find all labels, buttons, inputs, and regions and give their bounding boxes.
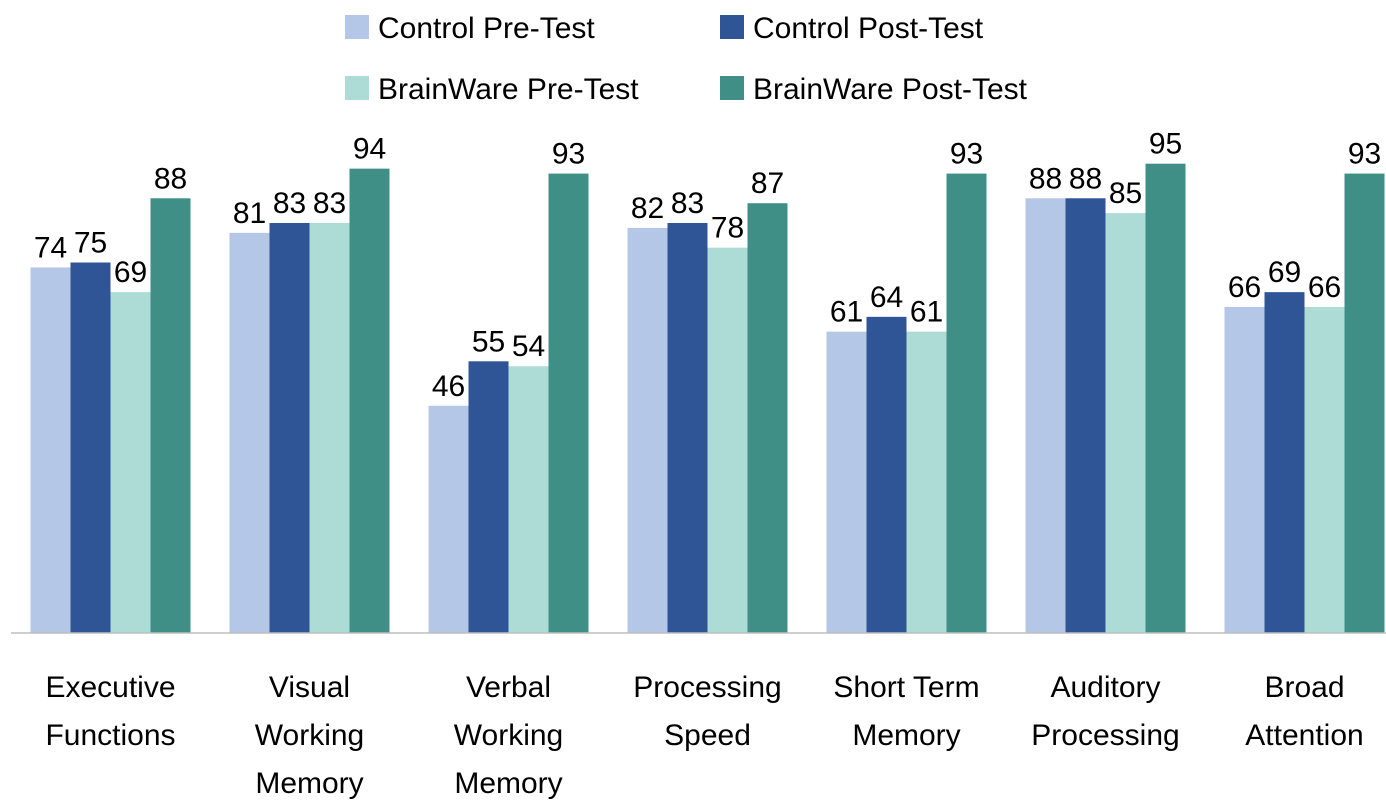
bar xyxy=(350,169,390,633)
bar xyxy=(1106,213,1146,633)
value-label: 82 xyxy=(631,192,664,225)
bar xyxy=(1305,307,1345,633)
bar xyxy=(230,233,270,633)
x-tick-label: Verbal Working Memory xyxy=(416,664,602,808)
value-label: 54 xyxy=(512,330,545,363)
bar xyxy=(1265,292,1305,633)
bar xyxy=(867,317,907,633)
value-label: 93 xyxy=(552,138,585,171)
bar xyxy=(708,248,748,633)
bar xyxy=(509,366,549,633)
bar xyxy=(310,223,350,633)
value-label: 69 xyxy=(1268,256,1301,289)
bar xyxy=(748,203,788,633)
legend-swatch xyxy=(720,76,744,100)
value-label: 66 xyxy=(1308,271,1341,304)
value-label: 46 xyxy=(432,370,465,403)
bar xyxy=(1146,164,1186,633)
bar xyxy=(1026,198,1066,633)
x-tick-label: Short Term Memory xyxy=(814,664,1000,760)
value-label: 83 xyxy=(671,187,704,220)
value-label: 93 xyxy=(950,138,983,171)
value-label: 83 xyxy=(273,187,306,220)
value-label: 87 xyxy=(751,167,784,200)
value-label: 55 xyxy=(472,325,505,358)
bar xyxy=(1345,174,1385,633)
bar xyxy=(71,263,111,634)
value-label: 83 xyxy=(313,187,346,220)
bar xyxy=(151,198,191,633)
legend-swatch xyxy=(345,76,369,100)
value-label: 95 xyxy=(1149,128,1182,161)
legend-swatch xyxy=(720,15,744,39)
value-label: 66 xyxy=(1228,271,1261,304)
x-tick-label: Broad Attention xyxy=(1212,664,1386,760)
x-tick-label: Visual Working Memory xyxy=(217,664,403,808)
bar xyxy=(1066,198,1106,633)
bar xyxy=(827,332,867,633)
bar xyxy=(549,174,589,633)
bar xyxy=(270,223,310,633)
bar xyxy=(668,223,708,633)
x-tick-label: Processing Speed xyxy=(615,664,801,760)
legend-label: BrainWare Pre-Test xyxy=(378,73,639,106)
value-label: 61 xyxy=(830,296,863,329)
value-label: 74 xyxy=(34,231,67,264)
bar xyxy=(429,406,469,633)
legend-swatch xyxy=(345,15,369,39)
value-label: 61 xyxy=(910,296,943,329)
legend-label: Control Post-Test xyxy=(753,12,984,45)
bar xyxy=(111,292,151,633)
bar xyxy=(947,174,987,633)
legend-label: Control Pre-Test xyxy=(378,12,595,45)
value-label: 69 xyxy=(114,256,147,289)
value-label: 94 xyxy=(353,133,386,166)
bar xyxy=(31,267,71,633)
value-label: 85 xyxy=(1109,177,1142,210)
value-label: 78 xyxy=(711,212,744,245)
legend-label: BrainWare Post-Test xyxy=(753,73,1028,106)
x-tick-label: Executive Functions xyxy=(18,664,204,760)
value-label: 88 xyxy=(1029,162,1062,195)
value-label: 81 xyxy=(233,197,266,230)
bar xyxy=(1225,307,1265,633)
value-label: 88 xyxy=(154,162,187,195)
value-label: 93 xyxy=(1348,138,1381,171)
value-label: 75 xyxy=(74,227,107,260)
value-label: 88 xyxy=(1069,162,1102,195)
x-tick-label: Auditory Processing xyxy=(1013,664,1199,760)
value-label: 64 xyxy=(870,281,903,314)
bar xyxy=(469,361,509,633)
bar xyxy=(628,228,668,633)
bar xyxy=(907,332,947,633)
